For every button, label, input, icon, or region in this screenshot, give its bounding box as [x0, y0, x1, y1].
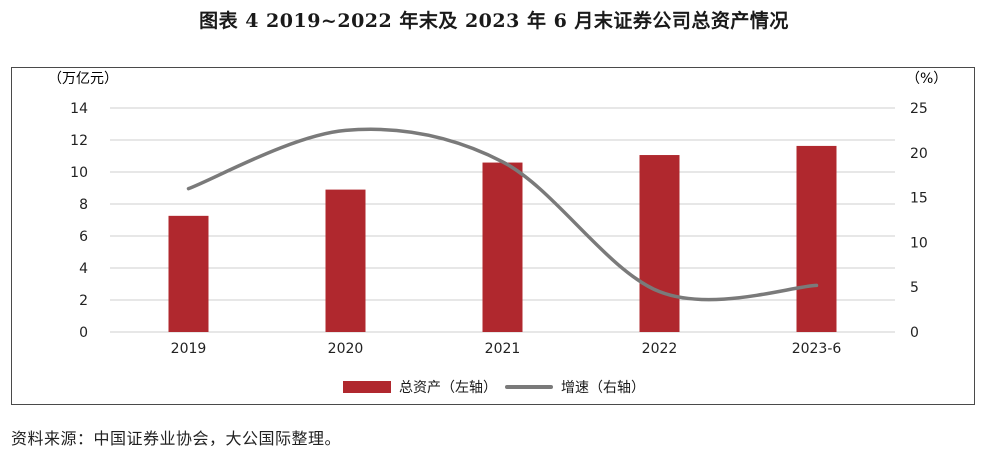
x-tick-label: 2022	[642, 341, 678, 357]
bar-2019	[168, 215, 209, 332]
y-left-tick-label: 12	[70, 133, 88, 149]
chart-frame	[11, 67, 975, 405]
bar-2021	[482, 162, 523, 332]
x-tick-label: 2020	[328, 341, 364, 357]
right-axis-unit: （%）	[906, 71, 947, 87]
source-note: 资料来源：中国证券业协会，大公国际整理。	[11, 429, 342, 448]
y-right-tick-label: 5	[910, 280, 919, 296]
legend-swatch-bar	[343, 381, 391, 393]
y-right-tick-label: 20	[910, 146, 928, 162]
y-left-tick-label: 6	[79, 229, 88, 245]
legend-item-assets: 总资产（左轴）	[343, 377, 497, 397]
x-tick-label: 2019	[171, 341, 207, 357]
y-right-tick-label: 15	[910, 191, 928, 207]
legend-label-assets: 总资产（左轴）	[399, 380, 497, 396]
bar-2023-6	[796, 145, 837, 332]
y-left-tick-label: 14	[70, 101, 88, 117]
x-tick-label: 2023-6	[792, 341, 842, 357]
y-right-tick-label: 0	[910, 325, 919, 341]
chart-title: 图表 4 2019~2022 年末及 2023 年 6 月末证券公司总资产情况	[199, 10, 789, 32]
y-left-tick-label: 2	[79, 293, 88, 309]
legend-item-growth: 增速（右轴）	[505, 377, 645, 397]
y-left-tick-label: 8	[79, 197, 88, 213]
y-right-tick-label: 10	[910, 235, 928, 251]
legend: 总资产（左轴） 增速（右轴）	[0, 377, 988, 397]
growth-line	[186, 127, 819, 302]
left-axis-unit: （万亿元）	[48, 71, 118, 87]
bar-2022	[639, 155, 680, 332]
y-right-tick-label: 25	[910, 101, 928, 117]
x-tick-label: 2021	[485, 341, 521, 357]
y-left-tick-label: 0	[79, 325, 88, 341]
y-left-tick-label: 10	[70, 165, 88, 181]
y-left-tick-label: 4	[79, 261, 88, 277]
legend-label-growth: 增速（右轴）	[561, 380, 645, 396]
bar-2020	[325, 189, 366, 332]
legend-swatch-line	[505, 385, 553, 389]
